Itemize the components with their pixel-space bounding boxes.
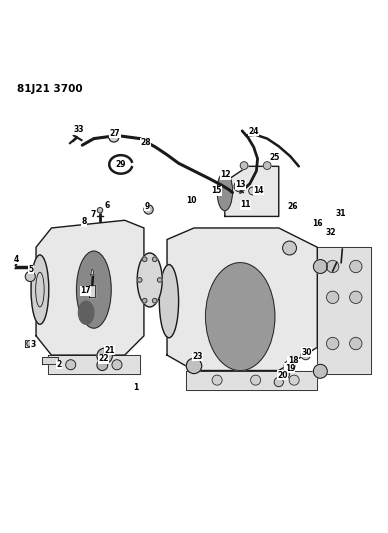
- Circle shape: [142, 257, 147, 262]
- Circle shape: [282, 241, 296, 255]
- Text: 4: 4: [14, 255, 19, 264]
- Circle shape: [212, 375, 222, 385]
- Ellipse shape: [217, 172, 232, 211]
- Polygon shape: [24, 340, 35, 348]
- Text: 11: 11: [241, 200, 251, 209]
- Circle shape: [263, 161, 271, 169]
- Circle shape: [289, 375, 299, 385]
- Circle shape: [234, 181, 245, 192]
- Text: 21: 21: [104, 345, 114, 354]
- Circle shape: [249, 187, 256, 195]
- Circle shape: [314, 260, 327, 273]
- Text: 2: 2: [57, 360, 62, 369]
- Circle shape: [327, 337, 339, 350]
- Polygon shape: [167, 228, 317, 370]
- Circle shape: [284, 360, 295, 372]
- Circle shape: [350, 291, 362, 303]
- Text: 29: 29: [116, 160, 126, 169]
- Circle shape: [144, 205, 153, 214]
- Circle shape: [158, 278, 162, 282]
- Text: 32: 32: [325, 228, 336, 237]
- Text: 12: 12: [220, 171, 231, 179]
- Text: 10: 10: [186, 196, 196, 205]
- Circle shape: [112, 360, 122, 370]
- Circle shape: [251, 375, 261, 385]
- Circle shape: [280, 370, 289, 379]
- Text: 26: 26: [288, 202, 298, 211]
- Text: 5: 5: [28, 265, 34, 274]
- Text: 3: 3: [30, 340, 36, 349]
- Circle shape: [137, 278, 142, 282]
- Text: 24: 24: [248, 127, 259, 136]
- Text: 33: 33: [73, 125, 84, 134]
- Text: 7: 7: [90, 209, 96, 219]
- Circle shape: [274, 377, 283, 386]
- Circle shape: [301, 351, 310, 360]
- Ellipse shape: [78, 301, 94, 324]
- Ellipse shape: [137, 253, 162, 307]
- Polygon shape: [36, 220, 144, 355]
- Ellipse shape: [76, 251, 111, 328]
- Polygon shape: [91, 270, 94, 275]
- Circle shape: [27, 341, 33, 346]
- Text: 8: 8: [81, 217, 87, 227]
- Text: 17: 17: [80, 286, 91, 295]
- Circle shape: [97, 348, 113, 364]
- Circle shape: [314, 365, 327, 378]
- Circle shape: [152, 257, 157, 262]
- Circle shape: [109, 132, 119, 142]
- Text: 28: 28: [140, 138, 151, 147]
- Text: 81J21 3700: 81J21 3700: [17, 84, 82, 93]
- Text: 30: 30: [301, 348, 312, 357]
- Text: 20: 20: [277, 370, 288, 379]
- Circle shape: [327, 260, 339, 273]
- Text: 31: 31: [336, 209, 346, 218]
- Circle shape: [240, 161, 248, 169]
- Circle shape: [186, 358, 202, 374]
- Text: 22: 22: [99, 354, 109, 364]
- Circle shape: [350, 337, 362, 350]
- Ellipse shape: [206, 263, 275, 370]
- Polygon shape: [89, 285, 95, 297]
- Text: 15: 15: [211, 187, 222, 196]
- Polygon shape: [48, 355, 140, 374]
- Text: 19: 19: [285, 364, 295, 373]
- Polygon shape: [42, 358, 59, 364]
- Text: 14: 14: [253, 185, 264, 195]
- Text: 25: 25: [270, 152, 280, 161]
- Circle shape: [66, 360, 76, 370]
- Circle shape: [152, 298, 157, 303]
- Polygon shape: [317, 247, 371, 374]
- Ellipse shape: [159, 264, 178, 338]
- Circle shape: [350, 260, 362, 273]
- Circle shape: [97, 207, 103, 213]
- Text: 23: 23: [192, 352, 203, 361]
- Text: 13: 13: [235, 180, 246, 189]
- Circle shape: [327, 291, 339, 303]
- Circle shape: [142, 298, 147, 303]
- Text: 18: 18: [288, 356, 298, 365]
- Ellipse shape: [31, 255, 49, 324]
- Polygon shape: [225, 166, 279, 216]
- Text: 6: 6: [104, 201, 109, 210]
- Polygon shape: [186, 370, 317, 390]
- Text: 9: 9: [145, 202, 150, 211]
- Text: 16: 16: [312, 219, 322, 228]
- Circle shape: [97, 360, 108, 370]
- Text: 27: 27: [110, 129, 120, 138]
- Text: 1: 1: [133, 383, 139, 392]
- Circle shape: [25, 271, 35, 281]
